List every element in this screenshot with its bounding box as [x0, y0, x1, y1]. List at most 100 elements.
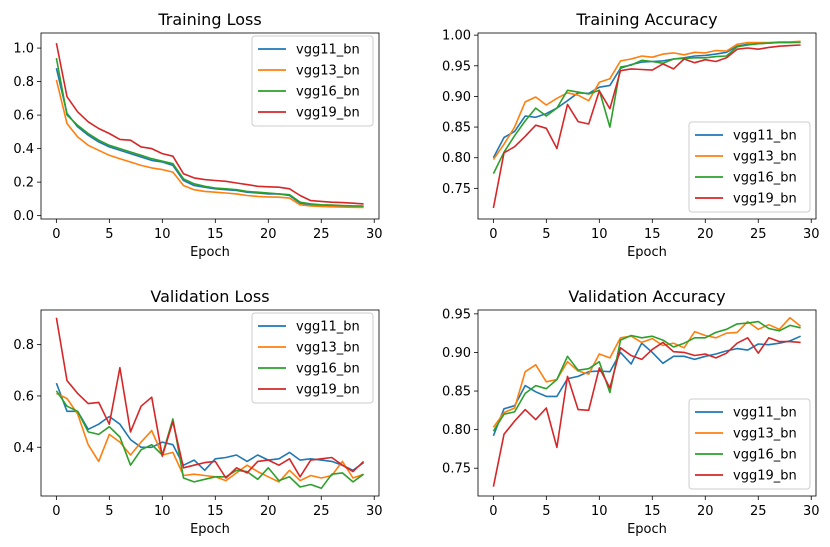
x-tick-label: 0: [489, 227, 497, 242]
series-line-vgg16_bn: [55, 390, 365, 490]
legend-label: vgg16_bn: [733, 448, 797, 463]
chart-title: Training Loss: [157, 10, 261, 29]
legend-box: [251, 35, 374, 127]
legend-label: vgg16_bn: [296, 85, 360, 100]
legend-label: vgg13_bn: [296, 64, 360, 79]
plot-frame: [40, 309, 380, 497]
x-tick-label: 20: [697, 227, 714, 242]
y-tick-label: 0.0: [13, 209, 34, 224]
x-tick-label: 0: [52, 504, 60, 519]
x-tick-label: 20: [697, 504, 714, 519]
x-axis-label: Epoch: [627, 245, 667, 260]
series-line-vgg16_bn: [492, 41, 801, 174]
legend-label: vgg13_bn: [296, 341, 360, 356]
x-axis-label: Epoch: [190, 522, 230, 537]
legend-label: vgg11_bn: [296, 43, 360, 58]
legend-label: vgg13_bn: [733, 150, 797, 165]
y-tick-label: 0.2: [13, 176, 34, 191]
x-tick-label: 30: [366, 227, 383, 242]
series-line-vgg19_bn: [55, 42, 364, 205]
series-line-vgg11_bn: [55, 68, 364, 208]
legend-label: vgg13_bn: [733, 427, 797, 442]
x-tick-label: 0: [52, 227, 60, 242]
y-tick-label: 0.95: [442, 307, 471, 322]
series-line-vgg11_bn: [492, 335, 801, 437]
x-tick-label: 25: [313, 227, 330, 242]
y-tick-label: 0.8: [13, 75, 34, 90]
legend-box: [688, 398, 811, 490]
series-line-vgg11_bn: [55, 382, 365, 472]
y-tick-label: 0.75: [442, 462, 471, 477]
series-line-vgg19_bn: [492, 336, 801, 487]
legend: vgg11_bn vgg13_bn vgg16_bn vgg19_bn: [251, 312, 374, 404]
x-tick-label: 20: [260, 227, 277, 242]
y-tick-label: 0.95: [442, 59, 471, 74]
x-tick-label: 10: [591, 504, 608, 519]
y-tick-label: 0.4: [13, 441, 34, 456]
series-line-vgg13_bn: [55, 79, 364, 209]
chart-panel-4: Validation Accuracy 0 5 10 15 20 25 30 0.75 0.80 0…: [442, 287, 819, 537]
x-tick-label: 15: [207, 227, 224, 242]
y-tick-label: 0.75: [442, 182, 471, 197]
series-line-vgg19_bn: [55, 317, 365, 479]
legend-label: vgg16_bn: [296, 362, 360, 377]
x-tick-label: 5: [105, 227, 113, 242]
x-tick-label: 25: [313, 504, 330, 519]
x-tick-label: 15: [207, 504, 224, 519]
x-tick-label: 15: [644, 504, 661, 519]
series-line-vgg19_bn: [492, 44, 801, 209]
legend-box: [688, 121, 811, 213]
x-tick-label: 0: [489, 504, 497, 519]
x-tick-label: 25: [750, 504, 767, 519]
legend-label: vgg11_bn: [733, 406, 797, 421]
chart-title: Validation Loss: [150, 287, 269, 306]
y-tick-label: 1.00: [442, 29, 471, 44]
legend: vgg11_bn vgg13_bn vgg16_bn vgg19_bn: [688, 121, 811, 213]
legend: vgg11_bn vgg13_bn vgg16_bn vgg19_bn: [688, 398, 811, 490]
x-tick-label: 25: [750, 227, 767, 242]
y-tick-label: 0.90: [442, 346, 471, 361]
y-tick-label: 0.4: [13, 142, 34, 157]
series-line-vgg13_bn: [492, 40, 801, 161]
plot-frame: [40, 32, 380, 220]
x-tick-label: 20: [260, 504, 277, 519]
legend-label: vgg19_bn: [733, 192, 797, 207]
x-tick-label: 10: [154, 227, 171, 242]
x-tick-label: 30: [803, 227, 820, 242]
legend: vgg11_bn vgg13_bn vgg16_bn vgg19_bn: [251, 35, 374, 127]
x-tick-label: 5: [542, 504, 550, 519]
x-tick-label: 10: [154, 504, 171, 519]
legend-box: [251, 312, 374, 404]
plot-frame: [477, 32, 817, 220]
y-tick-label: 0.6: [13, 389, 34, 404]
y-tick-label: 0.8: [13, 338, 34, 353]
series-line-vgg16_bn: [55, 57, 364, 207]
legend-label: vgg11_bn: [733, 129, 797, 144]
chart-panel-1: Training Loss 0 5 10 15 20 25 30 0.0 0.2 0.4 0.6 0.8…: [13, 10, 382, 260]
x-tick-label: 15: [644, 227, 661, 242]
x-tick-label: 5: [105, 504, 113, 519]
legend-label: vgg16_bn: [733, 171, 797, 186]
y-tick-label: 0.80: [442, 423, 471, 438]
x-tick-label: 10: [591, 227, 608, 242]
x-tick-label: 5: [542, 227, 550, 242]
chart-title: Validation Accuracy: [568, 287, 725, 306]
y-tick-label: 0.85: [442, 121, 471, 136]
legend-label: vgg19_bn: [296, 383, 360, 398]
chart-panel-2: Training Accuracy 0 5 10 15 20 25 30 0.75 0.80 0.8…: [442, 10, 819, 260]
series-line-vgg16_bn: [492, 320, 801, 432]
chart-title: Training Accuracy: [575, 10, 717, 29]
x-axis-label: Epoch: [190, 245, 230, 260]
x-tick-label: 30: [803, 504, 820, 519]
y-tick-label: 1.0: [13, 42, 34, 57]
x-axis-label: Epoch: [627, 522, 667, 537]
y-tick-label: 0.6: [13, 109, 34, 124]
plot-frame: [477, 309, 817, 497]
legend-label: vgg19_bn: [296, 106, 360, 121]
y-tick-label: 0.90: [442, 90, 471, 105]
legend-label: vgg11_bn: [296, 320, 360, 335]
x-tick-label: 30: [366, 504, 383, 519]
chart-panel-3: Validation Loss 0 5 10 15 20 25 30 0.4 0.6 0.8 Epoc…: [13, 287, 382, 537]
y-tick-label: 0.80: [442, 151, 471, 166]
